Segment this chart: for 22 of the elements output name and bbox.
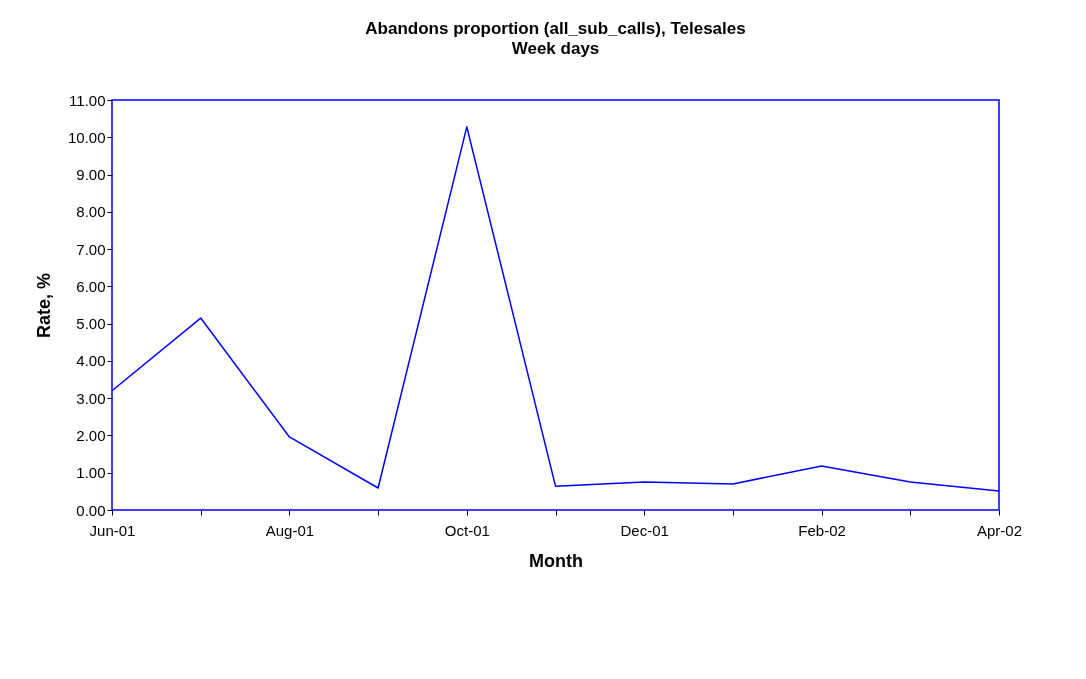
x-tick-label: Apr-02 xyxy=(976,521,1023,539)
y-tick-label: 2.00 xyxy=(76,426,106,444)
chart-title: Abandons proportion (all_sub_calls), Telesales xyxy=(365,19,746,38)
y-tick-label: 9.00 xyxy=(76,166,106,184)
y-tick-label: 0.00 xyxy=(76,501,106,519)
y-tick-label: 1.00 xyxy=(76,464,106,482)
y-tick-label: 7.00 xyxy=(76,240,106,258)
y-tick-label: 5.00 xyxy=(76,315,106,333)
chart-subtitle: Week days xyxy=(511,39,600,58)
x-tick-label: Feb-02 xyxy=(798,521,846,539)
y-axis-title: Rate, % xyxy=(33,272,54,339)
y-tick-label: 3.00 xyxy=(76,389,106,407)
x-tick-label: Jun-01 xyxy=(89,521,136,539)
y-tick-label: 8.00 xyxy=(76,203,106,221)
x-tick-label: Oct-01 xyxy=(444,521,490,539)
x-tick-label: Dec-01 xyxy=(620,521,669,539)
y-tick-label: 6.00 xyxy=(76,277,106,295)
y-tick-label: 10.00 xyxy=(67,128,106,146)
y-tick-label: 4.00 xyxy=(76,352,106,370)
x-tick-label: Aug-01 xyxy=(265,521,315,539)
y-tick-label: 11.00 xyxy=(69,91,106,109)
x-axis-title: Month xyxy=(529,550,583,571)
